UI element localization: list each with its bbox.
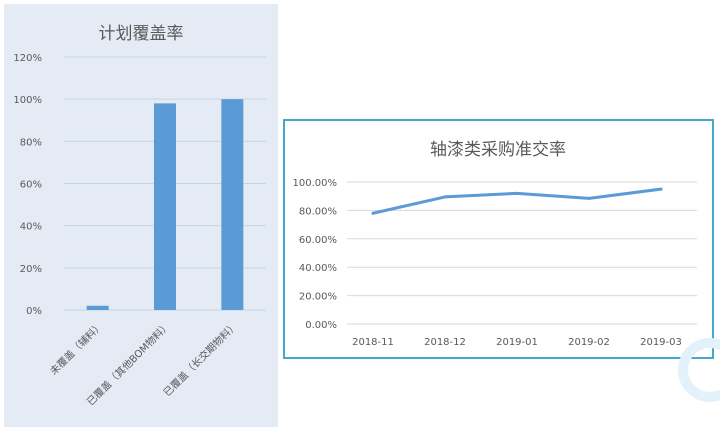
line-y-tick-label: 0.00% [305,320,337,331]
line-y-tick-label: 40.00% [299,263,337,274]
coverage-bar [154,103,176,310]
delivery-rate-point [659,187,663,191]
coverage-bar-chart: 计划覆盖率 0% 20% 40% 60% 80% 100% 120% 未覆盖（辅料） 已覆盖（… [13,24,266,408]
bar-y-tick-label: 120% [13,53,42,64]
bar-y-tick-label: 100% [13,95,42,106]
decorative-ring [678,338,720,402]
delivery-rate-chart-title: 轴漆类采购准交率 [430,140,566,160]
delivery-rate-point [371,211,375,215]
line-y-tick-label: 100.00% [293,178,338,189]
delivery-rate-point [515,191,519,195]
line-x-tick-label: 2019-01 [496,337,538,348]
coverage-chart-panel: 计划覆盖率 0% 20% 40% 60% 80% 100% 120% 未覆盖（辅料） 已覆盖（… [4,4,278,427]
bar-x-tick-label: 未覆盖（辅料） [47,319,106,378]
delivery-rate-point [443,195,447,199]
bar-x-tick-label: 已覆盖（长交期物料） [161,319,241,399]
delivery-rate-chart-panel: 轴漆类采购准交率 0.00% 20.00% 40.00% 60.00% 80.00% 10… [283,119,714,359]
bar-y-tick-label: 40% [20,222,42,233]
coverage-chart-title: 计划覆盖率 [99,24,184,44]
coverage-bar [221,99,244,311]
bar-y-tick-label: 60% [20,180,42,191]
bar-y-tick-label: 20% [20,264,42,275]
delivery-rate-point [587,196,591,200]
line-x-tick-label: 2018-11 [352,337,394,348]
line-y-tick-label: 60.00% [299,235,337,246]
delivery-rate-line-chart: 轴漆类采购准交率 0.00% 20.00% 40.00% 60.00% 80.00% 10… [293,140,697,348]
line-x-tick-label: 2018-12 [424,337,466,348]
bar-y-tick-label: 80% [20,137,42,148]
coverage-bar [86,305,109,310]
bar-y-tick-label: 0% [26,306,42,317]
line-y-tick-label: 20.00% [299,292,337,303]
line-x-tick-label: 2019-03 [640,337,682,348]
line-y-tick-label: 80.00% [299,206,337,217]
line-x-tick-label: 2019-02 [568,337,610,348]
